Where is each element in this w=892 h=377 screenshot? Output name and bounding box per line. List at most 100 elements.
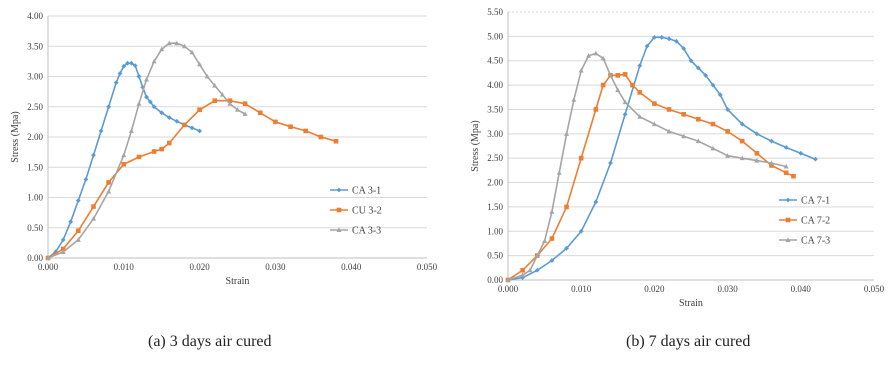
- data-point: [181, 43, 187, 49]
- legend-item: CA 7-2: [779, 216, 830, 227]
- data-point: [53, 249, 58, 255]
- series-line: [507, 52, 787, 281]
- data-point: [159, 46, 165, 52]
- legend-marker: [336, 207, 342, 213]
- legend-item: CA 3-3: [330, 226, 381, 237]
- data-point: [257, 110, 263, 116]
- data-point: [666, 128, 672, 134]
- data-point: [60, 237, 66, 243]
- y-tick-label: 2.00: [487, 178, 503, 188]
- data-point: [113, 80, 119, 85]
- data-point: [136, 74, 142, 79]
- data-point: [151, 104, 157, 110]
- legend-marker: [785, 197, 791, 203]
- legend-item: CA 7-1: [779, 196, 830, 207]
- data-point: [681, 133, 687, 139]
- x-tick-label: 0.030: [717, 284, 738, 294]
- y-tick-label: 5.50: [487, 7, 503, 17]
- data-point: [520, 272, 526, 278]
- data-point: [121, 152, 127, 158]
- data-point: [117, 71, 123, 76]
- data-point: [318, 134, 324, 140]
- data-point: [578, 228, 584, 234]
- data-point: [622, 111, 628, 117]
- data-point: [710, 121, 716, 127]
- x-tick-label: 0.050: [417, 262, 438, 272]
- data-point: [695, 138, 701, 144]
- data-point: [144, 76, 150, 82]
- x-axis-title: Strain: [679, 298, 703, 309]
- legend-item: CU 3-2: [330, 206, 382, 217]
- data-point: [681, 46, 687, 51]
- series-line: [47, 42, 246, 259]
- data-point: [688, 58, 694, 64]
- data-point: [725, 153, 731, 158]
- data-point: [578, 67, 584, 73]
- data-point: [769, 138, 774, 144]
- data-point: [783, 163, 789, 169]
- x-tick-label: 0.020: [644, 284, 665, 294]
- data-point: [60, 249, 66, 254]
- data-point: [121, 161, 127, 167]
- legend-marker: [785, 217, 791, 223]
- x-tick-label: 0.010: [571, 284, 592, 294]
- data-point: [564, 245, 569, 251]
- data-point: [106, 188, 112, 194]
- data-point: [68, 219, 74, 225]
- data-point: [615, 73, 621, 78]
- data-point: [681, 112, 686, 117]
- data-point: [593, 50, 599, 56]
- chart-b-svg: 0.00 0.50 1.00 1.50 2.00 2.50 3.00 3.50 4.00 4.50…: [470, 7, 885, 309]
- legend-marker: [336, 187, 342, 193]
- data-point: [813, 156, 818, 162]
- data-point: [622, 72, 628, 77]
- data-point: [91, 152, 96, 158]
- x-tick-label: 0.020: [189, 262, 210, 272]
- y-tick-label: 1.50: [487, 202, 503, 212]
- data-point: [608, 160, 613, 166]
- data-point: [75, 198, 81, 203]
- data-point: [696, 116, 701, 122]
- data-point: [739, 121, 745, 127]
- data-point: [791, 173, 796, 179]
- data-point: [578, 155, 584, 161]
- legend-item: CA 7-3: [779, 236, 830, 247]
- y-tick-label: 3.00: [487, 129, 503, 139]
- y-tick-label: 2.50: [27, 102, 43, 112]
- series-cu-3-2: [45, 98, 339, 261]
- y-tick-label: 3.50: [487, 104, 503, 114]
- data-point: [505, 277, 511, 282]
- series-ca-7-2: [505, 72, 796, 283]
- data-point: [710, 145, 716, 151]
- data-point: [593, 199, 599, 205]
- data-point: [534, 267, 540, 273]
- y-tick-label: 3.00: [27, 72, 43, 82]
- series-line: [47, 99, 337, 259]
- x-tick-label: 0.000: [38, 262, 59, 272]
- x-tick-label: 0.000: [498, 284, 519, 294]
- legend-label: CA 7-2: [801, 216, 830, 227]
- data-point: [147, 99, 153, 105]
- data-point: [333, 138, 339, 144]
- x-axis-title: Strain: [226, 276, 250, 287]
- series-ca-3-1: [45, 60, 202, 261]
- data-point: [607, 72, 613, 78]
- data-point: [534, 253, 540, 258]
- data-point: [212, 98, 218, 103]
- data-point: [159, 110, 165, 116]
- data-point: [571, 97, 577, 102]
- series-line: [47, 62, 200, 259]
- data-point: [219, 92, 225, 97]
- data-point: [652, 101, 657, 106]
- data-point: [637, 63, 643, 68]
- data-point: [659, 34, 665, 40]
- data-point: [242, 101, 248, 107]
- data-point: [666, 36, 672, 42]
- x-tick-label: 0.010: [114, 262, 135, 272]
- data-point: [703, 72, 709, 78]
- data-point: [695, 65, 701, 71]
- series-line: [507, 73, 794, 281]
- y-tick-label: 1.00: [487, 226, 503, 236]
- data-point: [549, 236, 555, 241]
- data-point: [651, 121, 657, 127]
